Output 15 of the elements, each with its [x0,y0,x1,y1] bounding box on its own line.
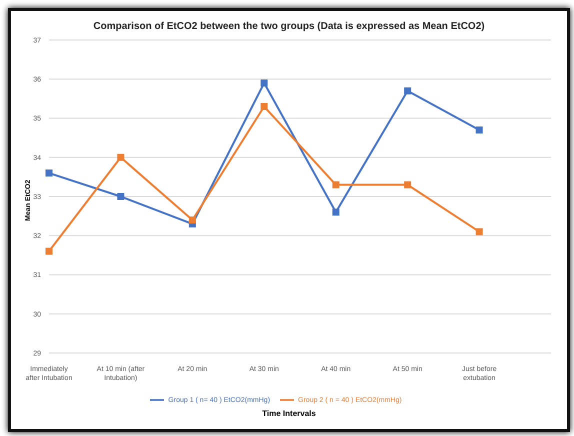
point [404,181,412,188]
point [188,216,196,224]
point [332,181,340,188]
point [260,80,268,87]
point [332,208,340,216]
point [476,228,483,236]
point [117,154,124,161]
point [46,248,52,255]
chart-title: Comparison of EtCO2 between the two groups (Data is expressed as Mean EtCO2) [92,21,486,32]
point [260,103,268,110]
point [46,170,52,177]
point [117,193,124,200]
x-axis-title: Time Intervals [261,409,317,418]
point [476,126,483,134]
point [404,87,412,94]
